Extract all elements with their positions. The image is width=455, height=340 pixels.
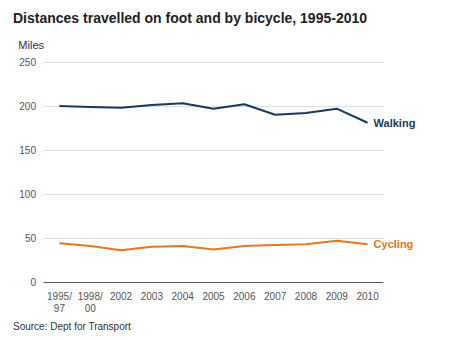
- svg-text:2005: 2005: [202, 291, 225, 302]
- svg-text:0: 0: [30, 277, 36, 288]
- svg-text:1998/: 1998/: [78, 291, 103, 302]
- svg-text:2003: 2003: [141, 291, 164, 302]
- svg-text:2008: 2008: [295, 291, 318, 302]
- svg-text:Source: Dept for Transport: Source: Dept for Transport: [13, 321, 131, 332]
- svg-text:2007: 2007: [264, 291, 287, 302]
- svg-text:2002: 2002: [110, 291, 133, 302]
- svg-text:2009: 2009: [326, 291, 349, 302]
- svg-text:1995/: 1995/: [47, 291, 72, 302]
- svg-text:150: 150: [19, 145, 36, 156]
- svg-text:250: 250: [19, 57, 36, 68]
- svg-text:2006: 2006: [233, 291, 256, 302]
- svg-text:Miles: Miles: [18, 39, 44, 51]
- svg-text:97: 97: [54, 303, 66, 314]
- svg-text:Cycling: Cycling: [374, 238, 414, 250]
- svg-text:2004: 2004: [172, 291, 195, 302]
- svg-text:50: 50: [25, 233, 37, 244]
- svg-text:100: 100: [19, 189, 36, 200]
- svg-text:Walking: Walking: [374, 117, 416, 129]
- svg-text:2010: 2010: [356, 291, 379, 302]
- svg-text:00: 00: [85, 303, 97, 314]
- svg-text:Distances travelled on foot an: Distances travelled on foot and by bicyc…: [13, 10, 367, 26]
- svg-text:200: 200: [19, 101, 36, 112]
